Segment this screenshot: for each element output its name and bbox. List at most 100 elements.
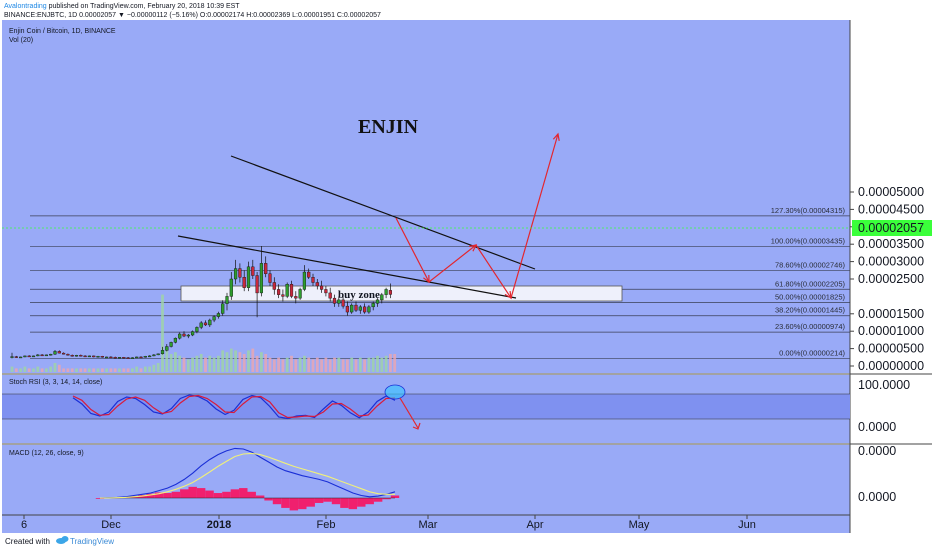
arrow-head <box>504 290 512 300</box>
candle-body <box>36 354 40 357</box>
macd-histogram-bar <box>390 495 400 498</box>
candle-body <box>337 299 341 304</box>
footer-created-with: Created with <box>5 537 50 546</box>
candle-body <box>104 356 109 359</box>
macd-histogram-bar <box>247 491 256 498</box>
footer-bar <box>0 533 932 550</box>
publisher-link[interactable]: Avalontrading <box>4 3 47 10</box>
volume-bar <box>53 363 57 372</box>
candle-body <box>62 352 66 355</box>
time-tick-label: Mar <box>419 519 438 531</box>
time-tick-label: 6 <box>21 519 27 531</box>
fib-level-label: 23.60%(0.00000974) <box>775 322 846 331</box>
lower-trendline[interactable] <box>177 235 517 299</box>
volume-bar <box>199 354 203 372</box>
price-tick-label: 0.00002500 <box>858 272 924 286</box>
candle-body <box>126 357 130 359</box>
candle-body <box>186 334 190 337</box>
macd-histogram-bar <box>154 492 164 498</box>
arrow-head <box>469 244 478 252</box>
time-tick-label: Apr <box>526 519 543 531</box>
candle-body <box>152 354 156 357</box>
ohlc-line: BINANCE:ENJBTC, 1D 0.00002057 ▼ −0.00000… <box>4 12 381 19</box>
volume-bar <box>264 354 268 372</box>
footer-tradingview-brand[interactable]: TradingView <box>70 537 114 546</box>
published-text: published on TradingView.com, February 2… <box>47 3 241 10</box>
stoch-rsi-label[interactable]: Stoch RSI (3, 3, 14, 14, close) <box>9 379 102 386</box>
macd-histogram-bar <box>213 493 223 498</box>
candle-body <box>221 303 225 314</box>
candle-body <box>44 354 48 357</box>
candle-body <box>302 271 306 290</box>
volume-bar <box>324 357 328 372</box>
stoch-rsi-lines <box>72 394 396 420</box>
volume-bar <box>229 348 233 372</box>
volume-bar <box>389 354 392 372</box>
volume-bar <box>100 368 104 372</box>
volume-label[interactable]: Vol (20) <box>9 37 33 44</box>
price-axis[interactable] <box>850 20 932 533</box>
header-published-line: Avalontrading published on TradingView.c… <box>4 3 240 10</box>
time-axis[interactable] <box>2 515 850 533</box>
volume-bar <box>122 368 126 372</box>
candle-body <box>23 355 27 358</box>
volume-bar <box>320 359 323 372</box>
volume-bar <box>255 355 259 372</box>
volume-bar <box>363 359 366 372</box>
volume-bar <box>165 350 169 372</box>
macd-histogram-bar <box>188 486 197 498</box>
candle-body <box>341 299 345 307</box>
arrow-head <box>423 274 430 284</box>
candle-body <box>229 278 233 297</box>
candle-body <box>363 306 367 313</box>
candle-body <box>332 297 337 304</box>
price-tick-label: 0.00000500 <box>858 342 924 356</box>
price-tick-label: 0.00003500 <box>858 237 924 251</box>
main-price-panel[interactable] <box>2 20 850 373</box>
macd-histogram-bar <box>264 498 273 501</box>
volume-bar <box>272 359 276 372</box>
volume-bar <box>32 368 35 372</box>
candle-body <box>49 353 53 356</box>
volume-bar <box>191 357 194 372</box>
candle-body <box>203 322 208 326</box>
time-tick-label: Dec <box>101 519 121 531</box>
volume-bar <box>169 354 173 372</box>
candle-body <box>225 296 229 304</box>
volume-bar <box>337 357 341 372</box>
volume-bar <box>79 368 83 372</box>
candle-body <box>298 289 302 299</box>
volume-bar <box>217 355 220 372</box>
candle-body <box>380 294 384 301</box>
volume-bar <box>393 354 397 372</box>
candle-body <box>57 351 61 354</box>
volume-bar <box>221 350 225 372</box>
symbol-title: Enjin Coin / Bitcoin, 1D, BINANCE <box>9 28 116 35</box>
candle-body <box>246 266 251 288</box>
volume-bar <box>260 352 263 372</box>
macd-histogram-bar <box>196 488 206 498</box>
candle-body <box>307 271 311 278</box>
candle-body <box>173 337 177 343</box>
volume-bar <box>27 368 31 372</box>
candle-body <box>109 356 113 359</box>
price-tick-label: 0.00001000 <box>858 324 924 338</box>
macd-label[interactable]: MACD (12, 26, close, 9) <box>9 450 84 457</box>
candle-body <box>190 331 195 336</box>
price-tick-label: 0.00001500 <box>858 307 924 321</box>
price-tick-label: 0.00005000 <box>858 185 924 199</box>
candle-body <box>255 275 259 294</box>
volume-bar <box>49 366 53 372</box>
candle-body <box>195 327 199 332</box>
macd-panel[interactable] <box>2 445 850 515</box>
candle-body <box>199 322 203 328</box>
candle-body <box>289 284 294 297</box>
upper-trendline[interactable] <box>230 155 536 270</box>
volume-bar <box>40 368 44 372</box>
volume-bar <box>290 355 293 372</box>
volume-bar <box>19 368 22 372</box>
candle-body <box>345 305 349 313</box>
macd-histogram-bar <box>357 498 366 507</box>
candle-body <box>83 355 87 358</box>
chart-annotation-title: ENJIN <box>358 116 419 138</box>
